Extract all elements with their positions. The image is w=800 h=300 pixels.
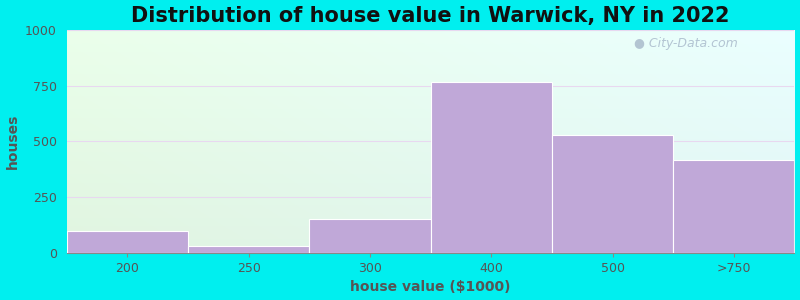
Bar (310, 219, 430, 253)
Title: Distribution of house value in Warwick, NY in 2022: Distribution of house value in Warwick, … (131, 6, 730, 26)
Text: ● City-Data.com: ● City-Data.com (634, 37, 738, 50)
Bar (430, 82, 552, 253)
X-axis label: house value ($1000): house value ($1000) (350, 280, 511, 294)
Bar (673, 160, 794, 253)
Y-axis label: houses: houses (6, 114, 19, 169)
Bar (552, 135, 673, 253)
Bar (188, 246, 310, 253)
Bar (66, 231, 188, 253)
